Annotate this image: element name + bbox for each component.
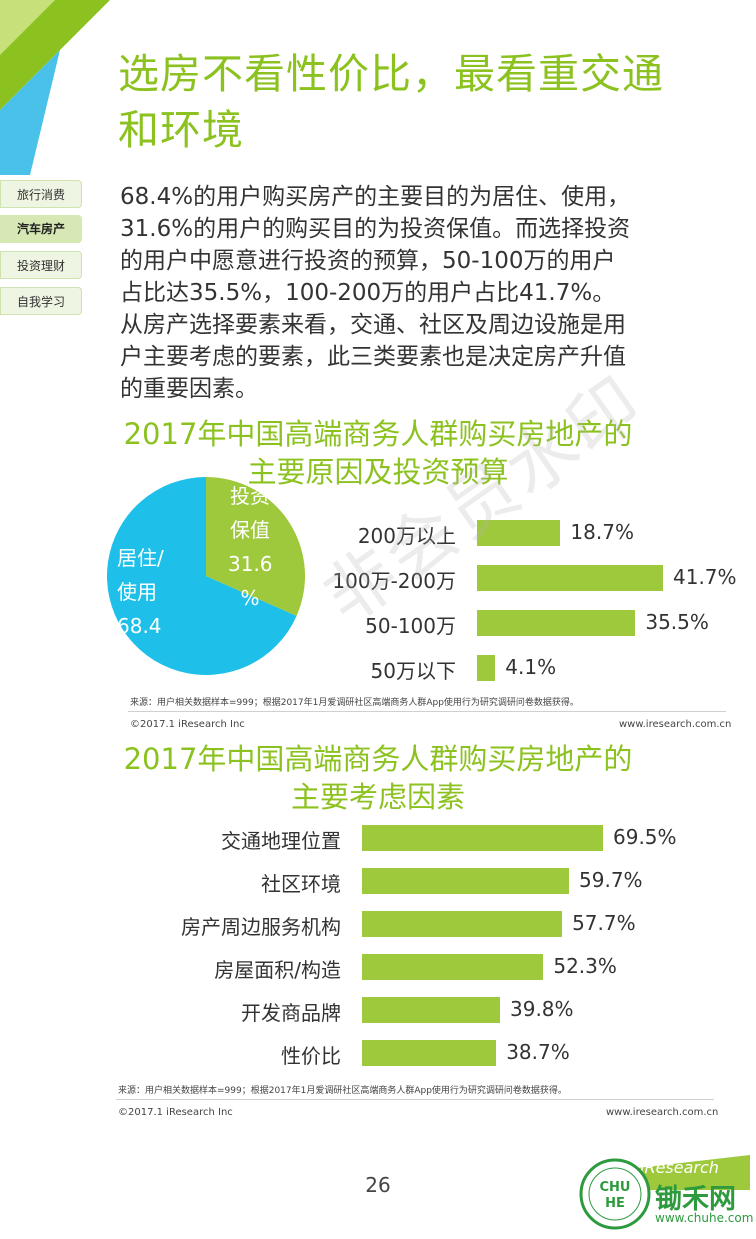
page-title-line1: 选房不看性价比，最看重交通 (118, 50, 664, 98)
chuhe-brand-url: www.chuhe.com (655, 1211, 754, 1225)
pie-label-line: 使用 (117, 580, 157, 604)
chart1-title-line2: 主要原因及投资预算 (247, 455, 509, 489)
category-label: 交通地理位置 (221, 829, 341, 853)
value-label: 52.3% (553, 954, 617, 978)
bar (477, 610, 636, 636)
source-note-1: 来源：用户相关数据样本=999；根据2017年1月爱调研社区高端商务人群App使… (130, 698, 579, 708)
value-label: 59.7% (579, 868, 643, 892)
page-title-line2: 和环境 (118, 106, 244, 154)
summary-line: 的用户中愿意进行投资的预算，50-100万的用户 (120, 248, 616, 274)
pie-label-line: 31.6 (228, 552, 273, 576)
pie-label-line: % (240, 586, 260, 610)
value-label: 41.7% (673, 565, 737, 589)
value-label: 35.5% (645, 610, 709, 634)
iresearch-logo-text: iResearch (640, 1158, 719, 1177)
pie-label-line: 保值 (230, 518, 270, 542)
category-label: 房产周边服务机构 (181, 915, 341, 939)
pie-label-residence: 居住/ 使用 68.4 (117, 541, 164, 643)
bar (362, 954, 544, 980)
value-label: 69.5% (613, 825, 677, 849)
summary-text: 68.4%的用户购买房产的主要目的为居住、使用， 31.6%的用户的购买目的为投… (120, 181, 740, 405)
chart2-title-line1: 2017年中国高端商务人群购买房地产的 (123, 742, 633, 776)
site-url-1: www.iresearch.com.cn (619, 719, 732, 730)
chuhe-brand-name: 锄禾网 (655, 1184, 736, 1215)
chart2-title: 2017年中国高端商务人群购买房地产的 主要考虑因素 (0, 740, 756, 816)
category-label: 50万以下 (370, 659, 456, 683)
chuhe-seal-logo: CHU HE (579, 1158, 651, 1230)
bar (362, 911, 563, 937)
purpose-pie-chart (106, 477, 305, 675)
pie-slice-investment (206, 477, 305, 616)
value-label: 18.7% (570, 520, 634, 544)
nav-tab-investment[interactable]: 投资理财 (0, 251, 82, 279)
bar (477, 655, 496, 681)
category-label: 开发商品牌 (241, 1001, 341, 1025)
bar (477, 565, 663, 591)
category-label: 社区环境 (261, 872, 341, 896)
bar (477, 520, 561, 546)
divider (116, 1099, 714, 1100)
summary-line: 68.4%的用户购买房产的主要目的为居住、使用， (120, 184, 631, 210)
copyright-1: ©2017.1 iResearch Inc (130, 719, 245, 730)
copyright-2: ©2017.1 iResearch Inc (118, 1107, 233, 1118)
page-number: 26 (365, 1173, 391, 1197)
value-label: 57.7% (572, 911, 636, 935)
nav-tab-travel[interactable]: 旅行消费 (0, 180, 82, 208)
summary-line: 户主要考虑的要素，此三类要素也是决定房产升值 (120, 344, 626, 370)
site-url-2: www.iresearch.com.cn (606, 1107, 719, 1118)
value-label: 4.1% (505, 655, 557, 679)
chart2-title-line2: 主要考虑因素 (290, 780, 465, 814)
divider (128, 711, 726, 712)
category-label: 200万以上 (357, 524, 456, 548)
bar (362, 997, 500, 1023)
pie-slice-residence (106, 477, 297, 675)
summary-line: 31.6%的用户的购买目的为投资保值。而选择投资 (120, 216, 631, 242)
nav-tab-learning[interactable]: 自我学习 (0, 287, 82, 315)
pie-label-investment: 投资 保值 31.6 % (228, 479, 273, 615)
summary-line: 的重要因素。 (120, 376, 258, 402)
pie-label-line: 68.4 (117, 614, 162, 638)
page-title: 选房不看性价比，最看重交通 和环境 (118, 46, 738, 158)
category-label: 100万-200万 (332, 569, 456, 593)
pie-label-line: 投资 (230, 484, 270, 508)
summary-line: 占比达35.5%，100-200万的用户占比41.7%。 (120, 280, 616, 306)
category-label: 房屋面积/构造 (214, 958, 341, 982)
bar (362, 868, 570, 894)
bar (362, 825, 603, 851)
category-label: 性价比 (281, 1044, 341, 1068)
pie-label-line: 居住/ (117, 546, 164, 570)
source-note-2: 来源：用户相关数据样本=999；根据2017年1月爱调研社区高端商务人群App使… (118, 1086, 567, 1096)
value-label: 38.7% (506, 1040, 570, 1064)
svg-text:CHU: CHU (600, 1180, 631, 1195)
value-label: 39.8% (510, 997, 574, 1021)
chart1-title: 2017年中国高端商务人群购买房地产的 主要原因及投资预算 (0, 415, 756, 491)
svg-text:HE: HE (605, 1196, 625, 1211)
bar (362, 1040, 497, 1066)
corner-decoration (0, 0, 110, 175)
summary-line: 从房产选择要素来看，交通、社区及周边设施是用 (120, 312, 626, 338)
chart1-title-line1: 2017年中国高端商务人群购买房地产的 (123, 417, 633, 451)
category-label: 50-100万 (365, 614, 456, 638)
nav-tab-auto-property[interactable]: 汽车房产 (0, 215, 82, 243)
